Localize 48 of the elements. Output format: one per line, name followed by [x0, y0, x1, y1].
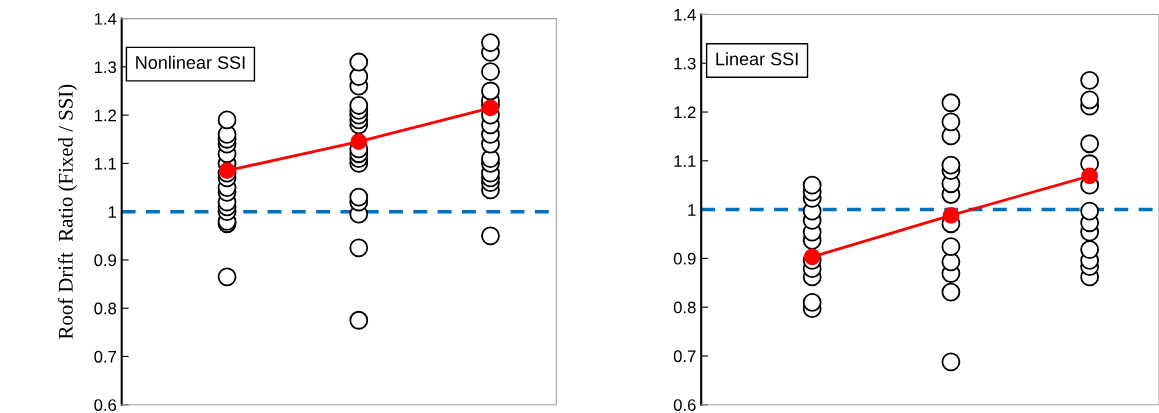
point [1080, 70, 1100, 90]
y-tick-label: 1.3 [674, 57, 696, 70]
point [1080, 201, 1100, 221]
point [941, 352, 961, 372]
point [941, 282, 961, 302]
point [481, 33, 500, 53]
point [1080, 90, 1100, 110]
point [1081, 167, 1098, 185]
y-tick-label: 1.2 [94, 109, 116, 122]
point [349, 96, 369, 115]
y-tick-label: 1.2 [674, 106, 696, 119]
point [941, 155, 961, 175]
y-tick-label: 1.1 [94, 157, 117, 170]
point [1080, 134, 1100, 154]
y-tick-label: 0.7 [94, 350, 116, 363]
annotation: Linear SSI [716, 52, 798, 66]
y-tick-label: 0.9 [94, 254, 117, 267]
y-tick-label: 1 [108, 206, 117, 218]
point [941, 112, 961, 132]
point [802, 292, 822, 312]
point [1080, 240, 1100, 260]
point [217, 267, 237, 287]
point [941, 237, 961, 257]
y-axis-title: Roof Drift Ratio (Fixed / SSI) [57, 84, 77, 339]
point [802, 175, 822, 195]
y-tick-label: 1.4 [674, 9, 696, 21]
y-tick-label: 0.9 [673, 252, 696, 265]
point [350, 133, 368, 151]
point [481, 226, 500, 246]
point [481, 62, 500, 82]
point [349, 187, 369, 207]
point [349, 310, 369, 330]
point [349, 238, 369, 258]
point [217, 110, 237, 130]
y-tick-label: 0.8 [94, 302, 117, 315]
y-tick-label: 0.6 [94, 399, 117, 411]
y-tick-label: 1.3 [94, 61, 117, 74]
point [349, 52, 369, 72]
y-tick-label: 1.1 [674, 155, 696, 167]
annotation: Nonlinear SSI [136, 55, 245, 69]
y-tick-label: 0.6 [673, 399, 696, 411]
point [481, 81, 500, 101]
y-tick-label: 1.4 [94, 13, 117, 25]
y-tick-label: 0.8 [673, 301, 696, 314]
y-tick-label: 1 [688, 204, 696, 216]
y-tick-label: 0.7 [673, 350, 696, 363]
point [941, 93, 961, 113]
point [942, 207, 960, 224]
